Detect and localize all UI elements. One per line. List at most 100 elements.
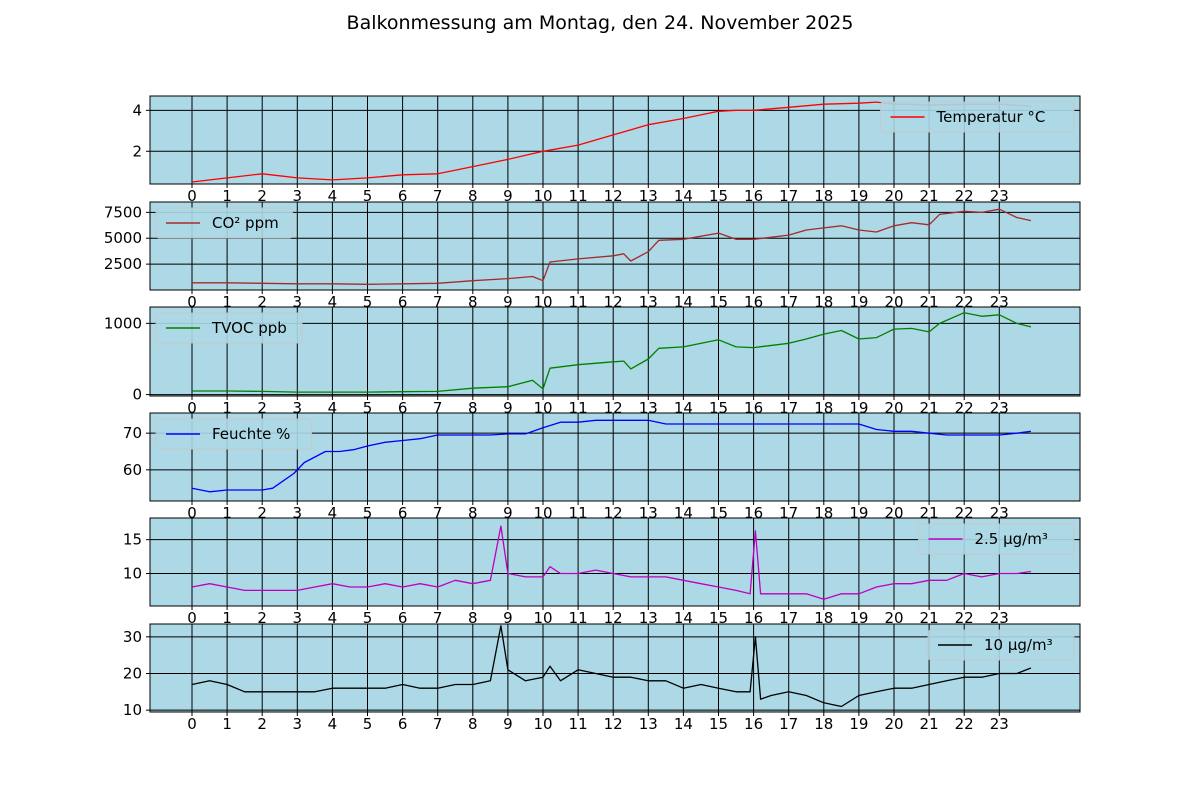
x-tick-label: 4 xyxy=(328,187,338,205)
x-tick-label: 5 xyxy=(363,715,373,733)
x-tick-label: 5 xyxy=(363,504,373,522)
x-tick-label: 1 xyxy=(222,399,232,417)
x-tick-label: 15 xyxy=(709,187,728,205)
x-tick-label: 7 xyxy=(433,609,443,627)
x-tick-label: 18 xyxy=(814,715,833,733)
x-tick-label: 1 xyxy=(222,609,232,627)
x-tick-label: 4 xyxy=(328,715,338,733)
x-tick-label: 13 xyxy=(639,609,658,627)
x-tick-label: 8 xyxy=(468,293,478,311)
x-tick-label: 3 xyxy=(293,504,303,522)
x-tick-label: 6 xyxy=(398,715,408,733)
x-tick-label: 0 xyxy=(187,609,197,627)
x-tick-label: 5 xyxy=(363,399,373,417)
x-tick-label: 22 xyxy=(955,609,974,627)
y-tick-label: 10 xyxy=(123,701,142,719)
legend-label: Feuchte % xyxy=(212,425,290,443)
series-line xyxy=(192,208,1032,285)
x-tick-label: 1 xyxy=(222,293,232,311)
legend-label: 2.5 µg/m³ xyxy=(975,530,1048,548)
x-tick-label: 4 xyxy=(328,504,338,522)
series-line xyxy=(192,312,1032,393)
x-tick-label: 4 xyxy=(328,609,338,627)
x-tick-label: 7 xyxy=(433,187,443,205)
x-tick-label: 19 xyxy=(849,609,868,627)
plot-frame xyxy=(149,623,1081,713)
x-tick-label: 23 xyxy=(990,609,1009,627)
subplot-6: 0 1 2 3 4 5 6 7 8 9 10 11 12 13 14 15 16 17 18 19 20 21 22 2310… xyxy=(123,623,1081,733)
x-tick-label: 17 xyxy=(779,187,798,205)
plot-frame xyxy=(149,306,1081,397)
x-tick-label: 9 xyxy=(503,187,513,205)
x-tick-label: 9 xyxy=(503,504,513,522)
x-tick-label: 2 xyxy=(257,609,267,627)
x-tick-label: 18 xyxy=(814,609,833,627)
x-tick-label: 0 xyxy=(187,293,197,311)
x-tick-label: 21 xyxy=(920,609,939,627)
x-tick-label: 12 xyxy=(604,187,623,205)
series-line xyxy=(191,525,1031,600)
x-tick-label: 16 xyxy=(744,187,763,205)
x-tick-label: 1 xyxy=(222,715,232,733)
x-tick-label: 21 xyxy=(920,715,939,733)
x-tick-label: 9 xyxy=(503,293,513,311)
legend-label: CO² ppm xyxy=(212,214,279,232)
x-tick-label: 22 xyxy=(955,715,974,733)
x-tick-label: 0 xyxy=(187,504,197,522)
x-tick-label: 3 xyxy=(293,187,303,205)
x-tick-label: 23 xyxy=(990,187,1009,205)
x-tick-label: 5 xyxy=(363,293,373,311)
x-tick-label: 3 xyxy=(293,715,303,733)
y-tick-label: 4 xyxy=(132,101,142,119)
x-tick-label: 8 xyxy=(468,609,478,627)
plot-frame xyxy=(149,95,1081,185)
plot-frame xyxy=(149,517,1081,607)
x-tick-label: 4 xyxy=(328,399,338,417)
x-tick-label: 13 xyxy=(639,715,658,733)
subplot-4: 0 1 2 3 4 5 6 7 8 9 10 11 12 13 14 15 16 17 18 19 20 21 22 2360… xyxy=(123,412,1081,522)
legend-box xyxy=(155,418,312,450)
y-tick-label: 1000 xyxy=(104,314,142,332)
plot-background xyxy=(150,202,1080,290)
y-tick-label: 0 xyxy=(132,386,142,404)
y-tick-label: 7500 xyxy=(104,203,142,221)
x-tick-label: 8 xyxy=(468,504,478,522)
x-tick-label: 8 xyxy=(468,399,478,417)
y-tick-label: 5000 xyxy=(104,229,142,247)
y-tick-label: 70 xyxy=(123,424,142,442)
x-tick-label: 9 xyxy=(503,715,513,733)
x-tick-label: 16 xyxy=(744,715,763,733)
x-tick-label: 3 xyxy=(293,609,303,627)
x-tick-label: 12 xyxy=(604,609,623,627)
x-tick-label: 6 xyxy=(398,399,408,417)
y-tick-label: 15 xyxy=(123,531,142,549)
subplot-2: 0 1 2 3 4 5 6 7 8 9 10 11 12 13 14 15 16 17 18 19 20 21 22 2325… xyxy=(104,201,1081,311)
series-line xyxy=(191,419,1031,493)
x-tick-label: 21 xyxy=(920,187,939,205)
figure-title: Balkonmessung am Montag, den 24. Novembe… xyxy=(346,12,854,34)
x-tick-label: 7 xyxy=(433,293,443,311)
y-tick-label: 60 xyxy=(123,461,142,479)
x-tick-label: 1 xyxy=(222,187,232,205)
x-tick-label: 20 xyxy=(884,715,903,733)
y-tick-label: 10 xyxy=(123,565,142,583)
x-tick-label: 0 xyxy=(187,715,197,733)
x-tick-label: 8 xyxy=(468,187,478,205)
x-tick-label: 2 xyxy=(257,399,267,417)
x-tick-label: 9 xyxy=(503,609,513,627)
x-tick-label: 3 xyxy=(293,399,303,417)
y-tick-label: 2500 xyxy=(104,255,142,273)
x-tick-label: 14 xyxy=(674,187,693,205)
x-tick-label: 12 xyxy=(604,715,623,733)
subplot-5: 0 1 2 3 4 5 6 7 8 9 10 11 12 13 14 15 16 17 18 19 20 21 22 2310… xyxy=(123,517,1081,627)
x-tick-label: 0 xyxy=(187,399,197,417)
x-tick-label: 17 xyxy=(779,715,798,733)
x-tick-label: 2 xyxy=(257,293,267,311)
x-tick-label: 15 xyxy=(709,609,728,627)
x-tick-label: 8 xyxy=(468,715,478,733)
x-tick-label: 5 xyxy=(363,187,373,205)
legend-box xyxy=(918,523,1075,555)
x-tick-label: 11 xyxy=(569,715,588,733)
